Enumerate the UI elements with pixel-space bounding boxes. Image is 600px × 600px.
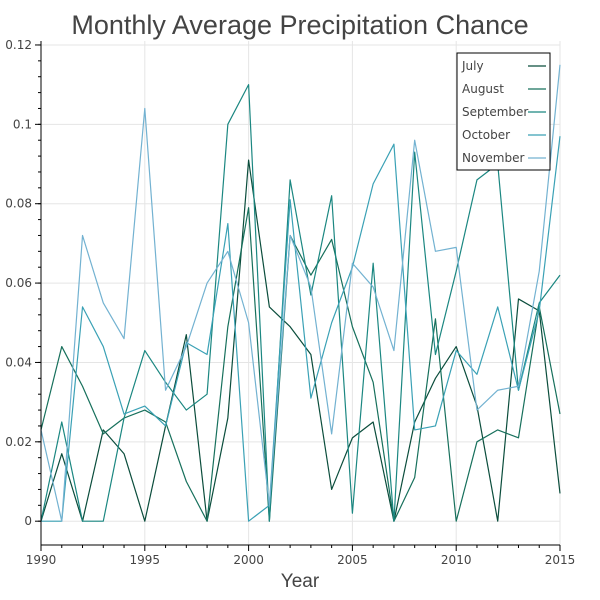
chart-title: Monthly Average Precipitation Chance [71,10,528,40]
x-tick-label: 1990 [26,553,57,567]
x-tick-label: 2000 [233,553,264,567]
legend-label-september: September [462,105,528,119]
x-tick-label: 2015 [545,553,576,567]
series-line-september [40,84,561,522]
legend-label-november: November [462,151,524,165]
y-tick-label: 0.02 [5,435,32,449]
series-line-july [40,159,561,522]
y-tick-label: 0.1 [13,117,32,131]
grid-lines [40,41,561,545]
series-line-november [40,64,561,522]
x-axis-label: Year [281,571,320,592]
legend-label-october: October [462,128,510,142]
y-tick-label: 0.12 [5,38,32,52]
x-tick-label: 2005 [337,553,368,567]
y-tick-label: 0.08 [5,197,32,211]
legend: July August September October November [456,52,551,171]
y-tick-label: 0 [24,514,32,528]
legend-label-august: August [462,82,504,96]
x-tick-label: 2010 [441,553,472,567]
y-tick-label: 0.04 [5,355,32,369]
legend-label-july: July [461,59,484,73]
axes: 1990 1995 2000 2005 2010 2015 0 0.02 0.04 0.06 0.0… [5,38,575,567]
y-tick-label: 0.06 [5,276,32,290]
series-lines [40,64,561,522]
series-line-october [41,136,561,522]
x-tick-label: 1995 [130,553,161,567]
series-line-august [40,207,561,522]
